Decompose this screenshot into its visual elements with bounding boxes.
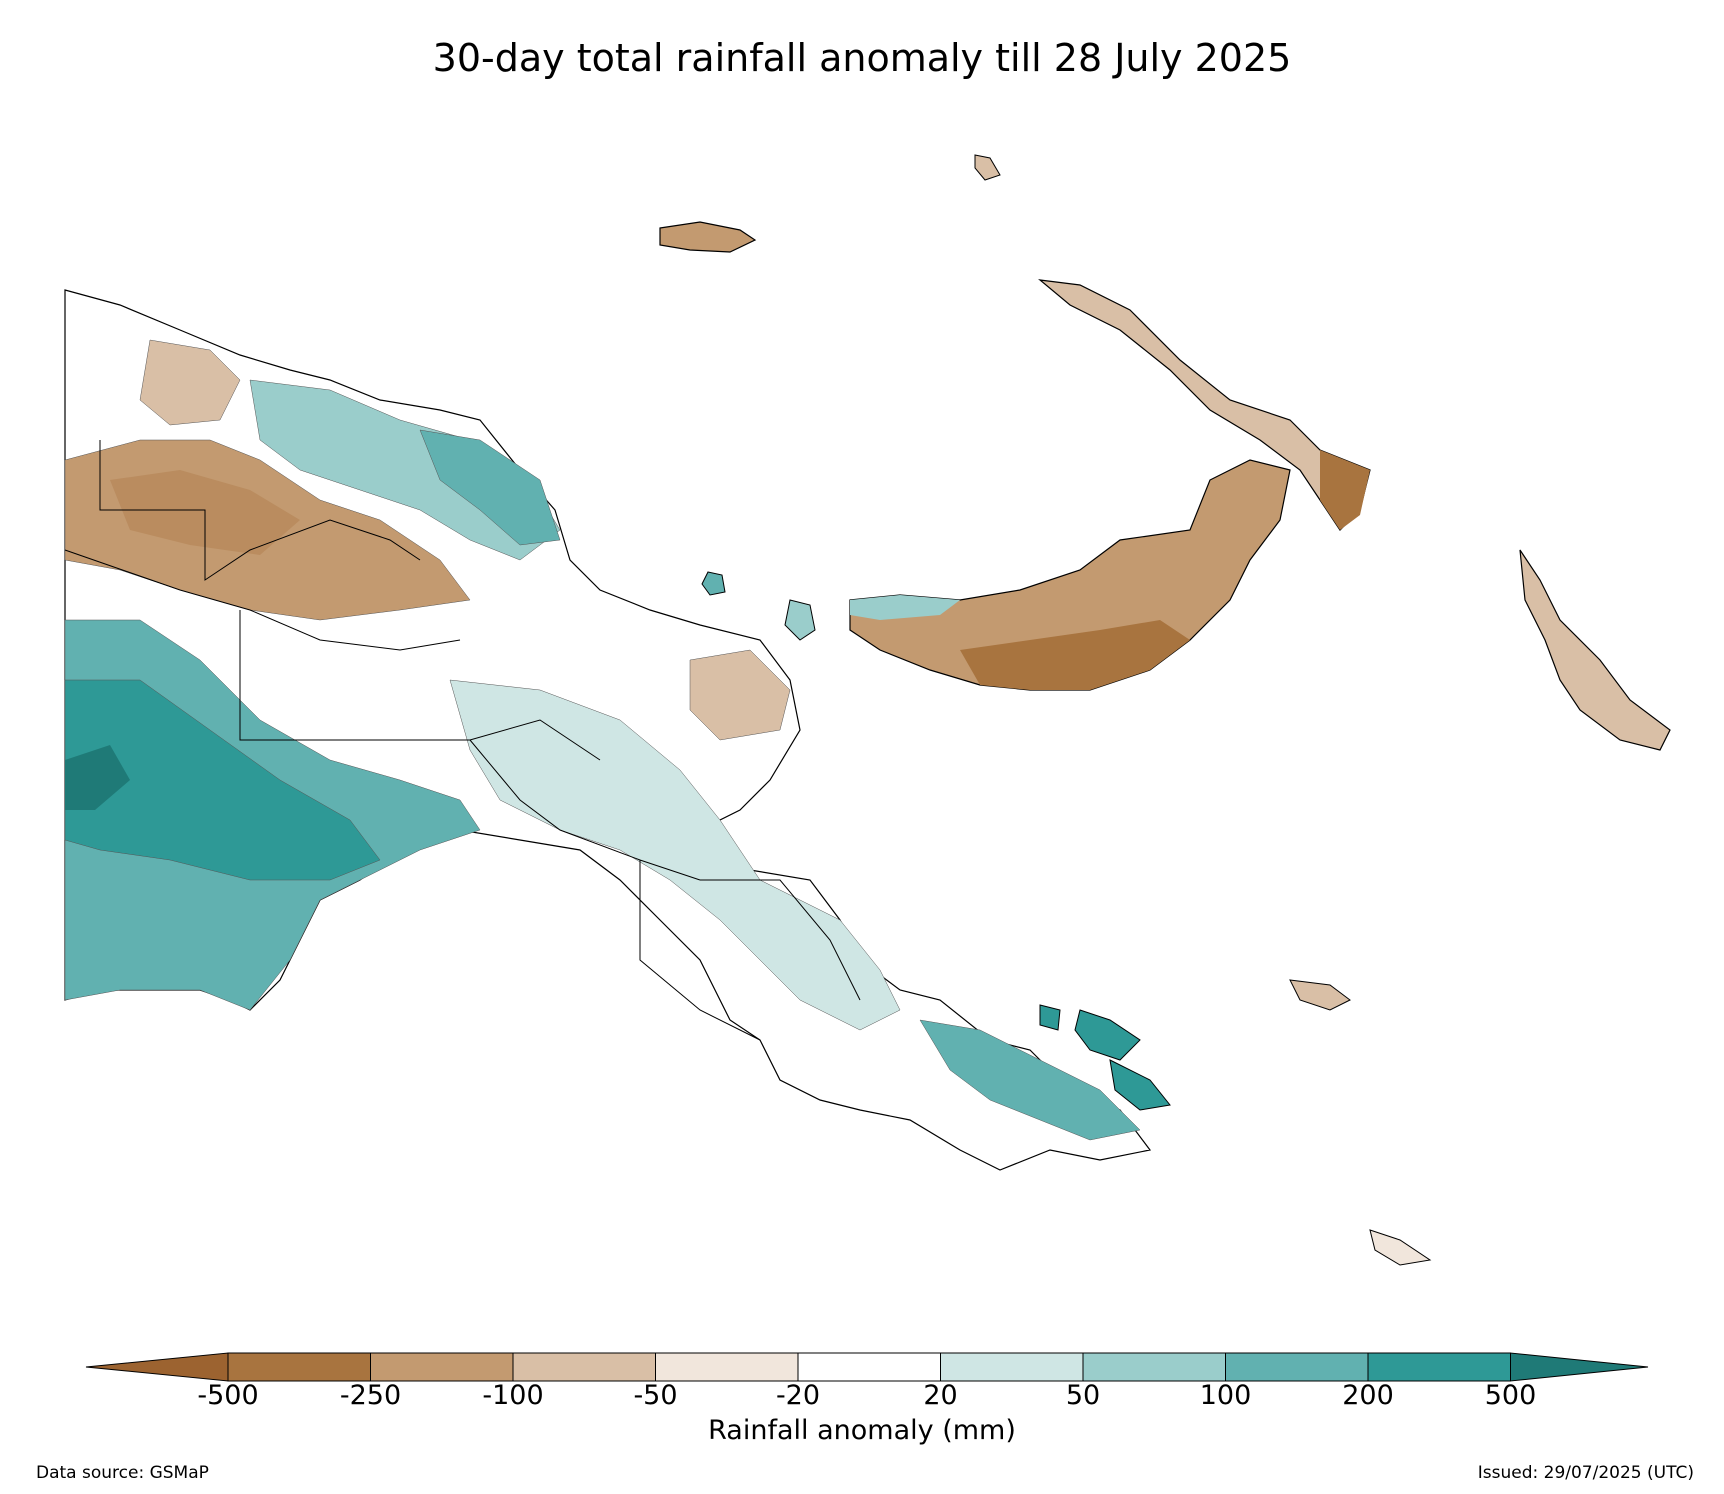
colorbar-tick-label: 200	[1342, 1380, 1394, 1411]
colorbar-bin	[512, 1352, 656, 1382]
colorbar-bin	[1367, 1352, 1511, 1382]
colorbar-tick-label: -50	[633, 1380, 678, 1411]
issued-date-note: Issued: 29/07/2025 (UTC)	[1477, 1463, 1694, 1483]
data-source-note: Data source: GSMaP	[36, 1463, 209, 1483]
colorbar-tick-label: 100	[1199, 1380, 1252, 1411]
new-ireland-dry-core	[1320, 450, 1370, 530]
wet-region-north-coast-core	[419, 429, 561, 546]
new-britain-wet-west	[850, 595, 960, 620]
new-britain-dry-core	[960, 620, 1190, 690]
new-britain-island	[849, 459, 1291, 691]
colorbar-extend-low	[85, 1352, 229, 1382]
small-island-umboi	[784, 599, 816, 641]
colorbar-bin	[940, 1352, 1084, 1382]
colorbar-bin	[370, 1352, 514, 1382]
colorbar-tick-label: 50	[1065, 1380, 1101, 1411]
small-island-east-1	[1289, 979, 1351, 1011]
milne-bay-islands	[1039, 1004, 1171, 1111]
colorbar-label: Rainfall anomaly (mm)	[708, 1415, 1016, 1446]
colorbar-tick-label: -250	[339, 1380, 402, 1411]
manus-island	[659, 221, 757, 253]
colorbar-extend-high	[1510, 1352, 1649, 1382]
map-title: 30-day total rainfall anomaly till 28 Ju…	[432, 36, 1292, 80]
dry-region-highlands	[64, 439, 471, 621]
moist-region-peninsula	[919, 1019, 1141, 1141]
colorbar-tick-label: -20	[775, 1380, 821, 1411]
colorbar-bin	[1082, 1352, 1226, 1382]
colorbar-tick-label: -100	[482, 1380, 544, 1411]
province-boundaries	[64, 440, 861, 1041]
colorbar-bin	[655, 1352, 799, 1382]
wet-region-north-coast	[249, 379, 561, 561]
colorbar-tick-label: 20	[923, 1380, 958, 1411]
dry-fringe-north	[139, 339, 241, 426]
colorbar-bin	[1225, 1352, 1369, 1382]
colorbar-tick-label: -500	[197, 1380, 259, 1411]
wet-region-southwest-core	[64, 679, 381, 881]
dry-fringe-east	[689, 649, 791, 741]
colorbar-bin	[227, 1352, 371, 1382]
colorbar-bin	[797, 1352, 941, 1382]
bougainville-island	[1519, 549, 1671, 751]
colorbar-tick-label: 500	[1484, 1380, 1537, 1411]
small-island-north	[974, 154, 1001, 181]
small-island-east-2	[1369, 1229, 1432, 1266]
wet-region-extreme	[65, 745, 130, 810]
small-island-karkar	[701, 571, 726, 596]
